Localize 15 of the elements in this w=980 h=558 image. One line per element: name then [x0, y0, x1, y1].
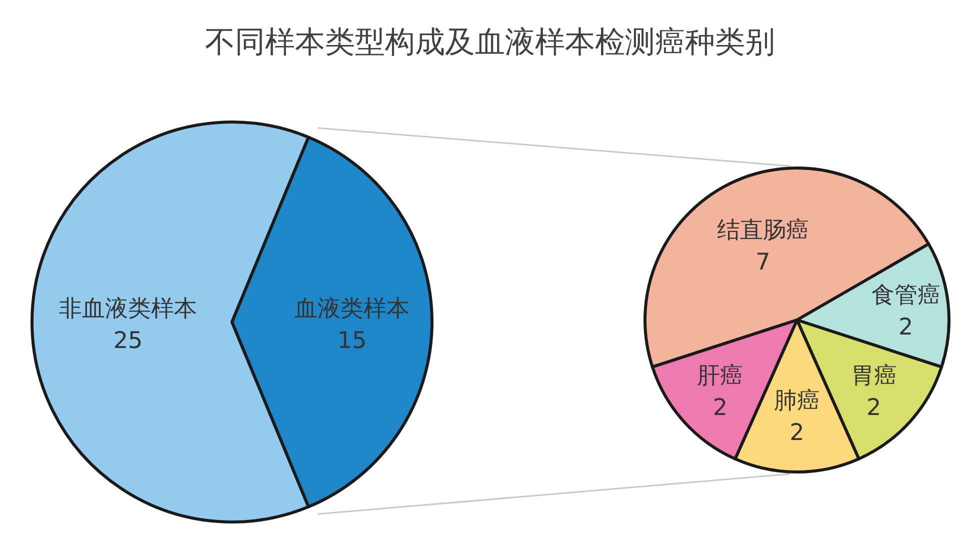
data-label: 7 — [756, 250, 770, 276]
data-label: 15 — [337, 328, 367, 354]
slice-label: 血液类样本 — [294, 296, 410, 322]
slice-label: 肝癌 — [697, 363, 744, 390]
chart-title: 不同样本类型构成及血液样本检测癌种类别 — [205, 25, 775, 60]
data-label: 2 — [898, 314, 914, 341]
data-label: 25 — [113, 328, 143, 354]
slice-label: 食管癌 — [871, 282, 940, 309]
slice-label: 胃癌 — [850, 363, 897, 390]
data-label: 2 — [790, 420, 804, 446]
slice-label: 肺癌 — [774, 388, 820, 414]
slice-label: 非血液类样本 — [59, 296, 197, 322]
data-label: 2 — [866, 395, 882, 422]
data-label: 2 — [712, 395, 728, 422]
slice-label: 结直肠癌 — [716, 218, 809, 244]
